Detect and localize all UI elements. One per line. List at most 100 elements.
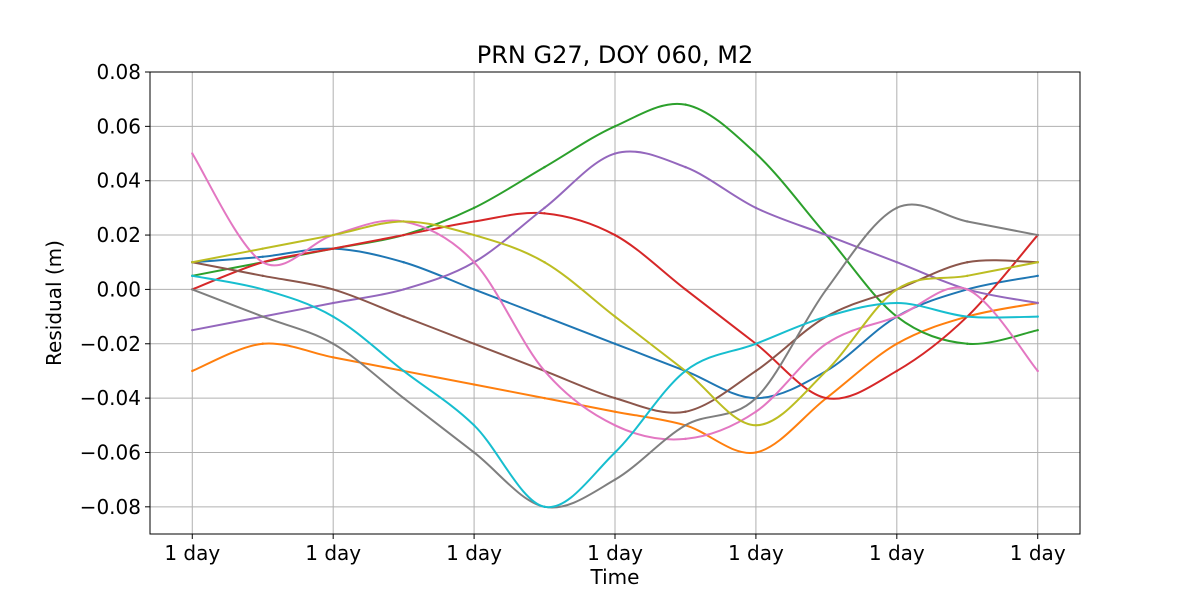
data-point: [261, 274, 264, 278]
data-point: [402, 220, 405, 223]
data-point: [684, 424, 687, 427]
data-point: [966, 315, 969, 318]
data-point: [261, 255, 264, 258]
data-point: [472, 261, 476, 264]
data-point: [472, 383, 476, 386]
data-point: [331, 356, 335, 359]
data-point: [331, 288, 335, 291]
y-tick-label: 0.06: [96, 114, 141, 138]
data-point: [754, 206, 758, 210]
series-layer: [191, 102, 1039, 509]
data-point: [331, 247, 335, 250]
data-point: [191, 274, 194, 278]
data-point: [895, 301, 899, 305]
data-point: [613, 315, 617, 318]
data-point: [754, 410, 758, 413]
data-point: [613, 410, 617, 413]
data-point: [754, 396, 758, 400]
data-point: [402, 369, 405, 373]
data-point: [1036, 315, 1039, 318]
data-point: [261, 342, 264, 345]
y-tick-label: 0.02: [96, 223, 141, 247]
x-tick-label: 1 day: [728, 541, 784, 565]
data-point: [895, 206, 899, 210]
y-tick-label: 0.00: [96, 277, 141, 301]
data-point: [684, 369, 687, 373]
x-axis: 1 day 1 day 1 day 1 day 1 day 1 day 1 day: [164, 534, 1066, 565]
data-point: [613, 424, 617, 427]
data-point: [543, 369, 546, 373]
y-tick-label: 0.08: [96, 60, 141, 84]
data-point: [895, 315, 899, 318]
data-point: [261, 247, 264, 250]
data-point: [331, 342, 335, 345]
data-point: [1036, 369, 1039, 373]
data-point: [613, 451, 617, 454]
data-point: [543, 261, 546, 264]
x-axis-label: Time: [590, 565, 640, 589]
data-point: [1036, 328, 1039, 332]
data-point: [613, 233, 617, 237]
data-point: [684, 103, 687, 106]
data-point: [191, 152, 194, 155]
data-point: [825, 369, 828, 373]
data-point: [543, 505, 546, 509]
data-point: [1036, 274, 1039, 278]
data-point: [472, 288, 476, 291]
data-point: [684, 165, 687, 169]
data-point: [754, 342, 758, 345]
x-tick-label: 1 day: [305, 541, 361, 565]
data-point: [472, 206, 476, 210]
data-point: [402, 261, 405, 264]
data-point: [402, 315, 405, 318]
data-point: [1036, 301, 1039, 305]
y-axis: 0.08 0.06 0.04 0.02 0.00 −0.02 −0.04 −0.06 −0.08: [80, 60, 150, 519]
data-point: [331, 233, 335, 237]
data-point: [825, 233, 828, 237]
data-point: [402, 288, 405, 291]
data-point: [543, 315, 546, 318]
x-tick-label: 1 day: [164, 541, 220, 565]
data-point: [402, 396, 405, 400]
data-point: [754, 369, 758, 373]
data-point: [825, 288, 828, 291]
y-tick-label: −0.04: [80, 386, 141, 410]
data-point: [191, 328, 194, 332]
data-point: [261, 288, 264, 291]
data-point: [331, 301, 335, 305]
data-point: [613, 342, 617, 345]
series-line: [192, 274, 1038, 509]
data-point: [754, 424, 758, 427]
data-point: [966, 220, 969, 223]
y-tick-label: −0.08: [80, 495, 141, 519]
series-10: [191, 274, 1039, 509]
data-point: [543, 165, 546, 169]
data-point: [191, 288, 194, 291]
chart-title: PRN G27, DOY 060, M2: [477, 41, 754, 69]
data-point: [966, 288, 969, 291]
y-tick-label: −0.06: [80, 440, 141, 464]
data-point: [754, 451, 758, 454]
data-point: [754, 152, 758, 155]
y-axis-label: Residual (m): [42, 240, 66, 366]
x-tick-label: 1 day: [446, 541, 502, 565]
y-tick-label: −0.02: [80, 332, 141, 356]
data-point: [825, 315, 828, 318]
data-point: [402, 233, 405, 237]
data-point: [472, 451, 476, 454]
data-point: [966, 342, 969, 345]
data-point: [825, 342, 828, 345]
data-point: [331, 315, 335, 318]
data-point: [895, 288, 899, 291]
data-point: [966, 274, 969, 278]
data-point: [684, 437, 687, 441]
data-point: [1036, 233, 1039, 237]
x-tick-label: 1 day: [1010, 541, 1066, 565]
data-point: [543, 396, 546, 400]
data-point: [261, 261, 264, 264]
data-point: [472, 424, 476, 427]
data-point: [895, 261, 899, 264]
y-tick-label: 0.04: [96, 169, 141, 193]
data-point: [472, 220, 476, 223]
